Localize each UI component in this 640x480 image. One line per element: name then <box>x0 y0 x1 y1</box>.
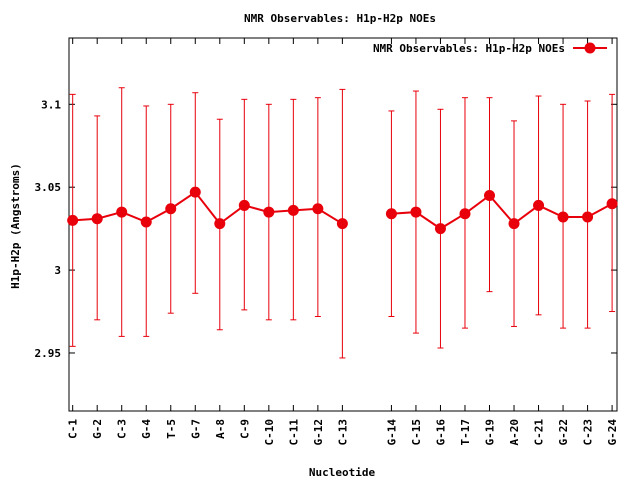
data-point <box>410 206 422 218</box>
data-point <box>484 189 496 201</box>
y-tick-label: 3 <box>54 264 61 277</box>
x-tick-label: C-9 <box>238 419 251 439</box>
x-tick-label: G-4 <box>140 419 153 439</box>
x-tick-label: G-24 <box>606 419 619 446</box>
data-point <box>385 208 397 220</box>
data-point <box>263 206 275 218</box>
y-tick-label: 3.05 <box>35 181 62 194</box>
data-point <box>165 203 177 215</box>
legend-marker <box>584 42 596 54</box>
data-point <box>336 218 348 230</box>
x-tick-label: G-19 <box>484 419 497 446</box>
y-axis: 2.95 3 3.05 3.1 <box>35 98 617 360</box>
x-tick-label: C-15 <box>410 419 423 446</box>
x-tick-label: A-8 <box>214 419 227 439</box>
x-tick-label: C-23 <box>582 419 595 446</box>
legend: NMR Observables: H1p-H2p NOEs <box>373 42 607 55</box>
data-point <box>287 204 299 216</box>
data-point <box>606 198 618 210</box>
data-point <box>189 186 201 198</box>
y-tick-label: 3.1 <box>41 98 61 111</box>
x-tick-label: G-22 <box>557 419 570 446</box>
data-point <box>67 214 79 226</box>
data-point <box>116 206 128 218</box>
x-tick-label: A-20 <box>508 419 521 446</box>
data-point <box>533 199 545 211</box>
x-tick-label: G-16 <box>434 419 447 446</box>
data-point <box>140 216 152 228</box>
series-layer <box>67 87 618 359</box>
data-point <box>238 199 250 211</box>
data-point <box>508 218 520 230</box>
y-axis-label: H1p-H2p (Angstroms) <box>9 163 22 289</box>
chart-title: NMR Observables: H1p-H2p NOEs <box>244 12 436 25</box>
x-tick-label: G-12 <box>312 419 325 446</box>
data-point <box>214 218 226 230</box>
x-tick-label: T-17 <box>459 419 472 446</box>
x-axis: C-1 G-2 C-3 G-4 T-5 G-7 A-8 C-9 C-10 C-11 G-12 C-13… <box>67 38 619 446</box>
x-axis-label: Nucleotide <box>309 466 376 479</box>
data-point <box>582 211 594 223</box>
plot-frame <box>68 37 618 412</box>
data-point <box>91 213 103 225</box>
x-tick-label: C-13 <box>336 419 349 446</box>
x-tick-label: T-5 <box>165 419 178 439</box>
series-line <box>391 194 613 230</box>
x-tick-label: C-3 <box>116 419 129 439</box>
data-point <box>312 203 324 215</box>
x-tick-label: C-11 <box>287 419 300 446</box>
y-tick-label: 2.95 <box>35 347 62 360</box>
x-tick-label: G-7 <box>189 419 202 439</box>
x-tick-label: C-1 <box>67 419 80 439</box>
legend-label: NMR Observables: H1p-H2p NOEs <box>373 42 565 55</box>
data-point <box>459 208 471 220</box>
series-line <box>72 190 343 226</box>
data-point <box>557 211 569 223</box>
x-tick-label: C-21 <box>533 419 546 446</box>
x-tick-label: C-10 <box>263 419 276 446</box>
x-tick-label: G-14 <box>385 419 398 446</box>
data-point <box>434 223 446 235</box>
x-tick-label: G-2 <box>91 419 104 439</box>
